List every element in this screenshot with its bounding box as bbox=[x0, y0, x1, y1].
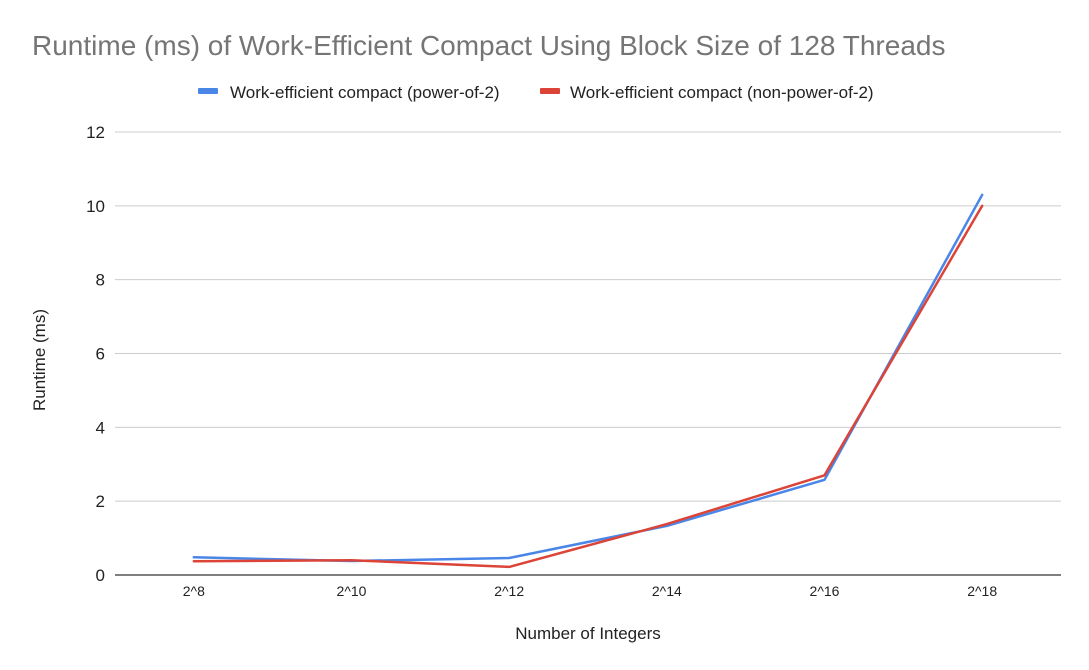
x-tick-label: 2^16 bbox=[810, 583, 840, 599]
y-tick-label: 6 bbox=[96, 345, 105, 364]
x-tick-label: 2^10 bbox=[337, 583, 367, 599]
x-tick-label: 2^12 bbox=[494, 583, 524, 599]
legend: Work-efficient compact (power-of-2) Work… bbox=[198, 83, 874, 102]
x-axis-label: Number of Integers bbox=[515, 624, 661, 643]
y-tick-label: 8 bbox=[96, 271, 105, 290]
series-line-1 bbox=[192, 204, 984, 569]
x-tick-label: 2^8 bbox=[183, 583, 205, 599]
legend-swatch-power-of-2 bbox=[198, 88, 218, 94]
x-tick-label: 2^14 bbox=[652, 583, 682, 599]
y-tick-label: 4 bbox=[96, 418, 105, 437]
legend-item-power-of-2: Work-efficient compact (power-of-2) bbox=[198, 83, 500, 102]
legend-item-non-power-of-2: Work-efficient compact (non-power-of-2) bbox=[540, 83, 874, 102]
x-axis-ticks: 2^8 2^10 2^12 2^14 2^16 2^18 bbox=[183, 583, 998, 599]
legend-label-power-of-2: Work-efficient compact (power-of-2) bbox=[230, 83, 500, 102]
y-tick-label: 2 bbox=[96, 492, 105, 511]
series-lines bbox=[192, 193, 984, 569]
legend-label-non-power-of-2: Work-efficient compact (non-power-of-2) bbox=[570, 83, 874, 102]
legend-swatch-non-power-of-2 bbox=[540, 88, 560, 94]
chart-title: Runtime (ms) of Work-Efficient Compact U… bbox=[32, 30, 945, 61]
y-axis-ticks: 0 2 4 6 8 10 12 bbox=[86, 123, 105, 585]
y-tick-label: 12 bbox=[86, 123, 105, 142]
y-axis-label: Runtime (ms) bbox=[30, 309, 49, 411]
gridlines bbox=[115, 131, 1061, 576]
y-tick-label: 0 bbox=[96, 566, 105, 585]
x-tick-label: 2^18 bbox=[967, 583, 997, 599]
series-line-0 bbox=[192, 193, 984, 563]
y-tick-label: 10 bbox=[86, 197, 105, 216]
